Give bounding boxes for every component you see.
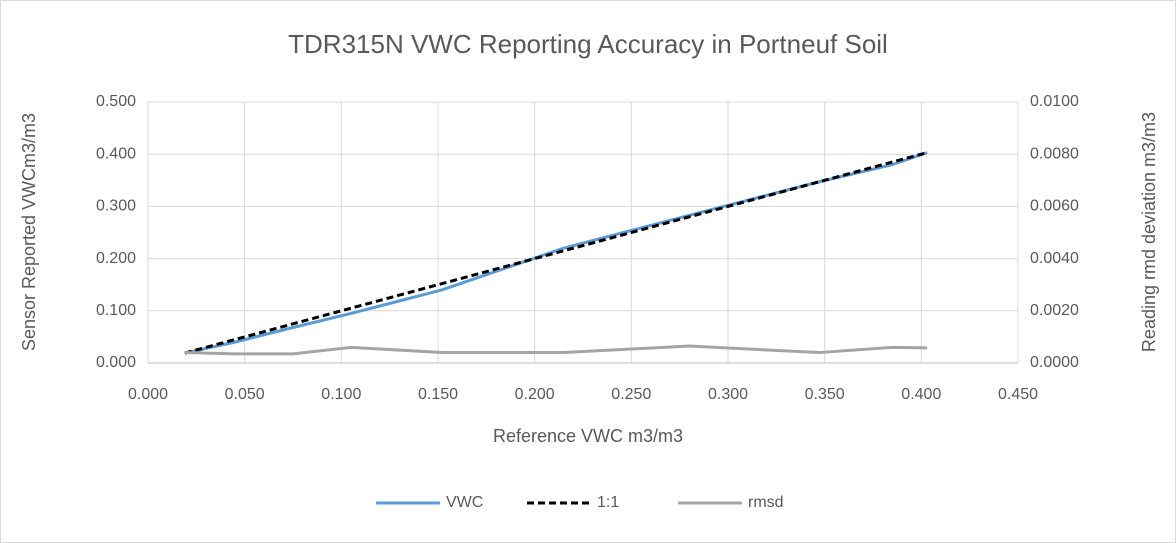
x-tick-label: 0.100 <box>321 386 361 403</box>
y-tick-label: 0.500 <box>96 93 136 110</box>
y2-tick-label: 0.0080 <box>1030 145 1079 162</box>
y-tick-label: 0.200 <box>96 250 136 267</box>
y-tick-label: 0.300 <box>96 198 136 215</box>
y2-tick-label: 0.0060 <box>1030 198 1079 215</box>
legend-label: VWC <box>446 494 483 511</box>
x-tick-label: 0.150 <box>418 386 458 403</box>
x-tick-label: 0.400 <box>901 386 941 403</box>
legend-label: rmsd <box>748 494 784 511</box>
y-tick-label: 0.100 <box>96 302 136 319</box>
x-tick-label: 0.200 <box>515 386 555 403</box>
y-tick-label: 0.000 <box>96 354 136 371</box>
x-tick-label: 0.350 <box>805 386 845 403</box>
x-tick-label: 0.000 <box>128 386 168 403</box>
x-tick-label: 0.050 <box>225 386 265 403</box>
chart-title: TDR315N VWC Reporting Accuracy in Portne… <box>288 29 888 59</box>
legend-label: 1:1 <box>597 494 619 511</box>
y-axis-title: Sensor Reported VWCm3/m3 <box>19 113 39 351</box>
x-axis-title: Reference VWC m3/m3 <box>493 426 683 446</box>
x-tick-label: 0.450 <box>998 386 1038 403</box>
x-tick-label: 0.300 <box>708 386 748 403</box>
x-tick-label: 0.250 <box>611 386 651 403</box>
y2-axis-title: Reading rmd deviation m3/m3 <box>1139 112 1159 352</box>
series-line <box>184 151 928 355</box>
y2-tick-label: 0.0040 <box>1030 250 1079 267</box>
series-line <box>184 344 928 356</box>
y-tick-label: 0.400 <box>96 145 136 162</box>
y2-tick-label: 0.0100 <box>1030 93 1079 110</box>
y2-tick-label: 0.0020 <box>1030 302 1079 319</box>
y2-tick-label: 0.0000 <box>1030 354 1079 371</box>
